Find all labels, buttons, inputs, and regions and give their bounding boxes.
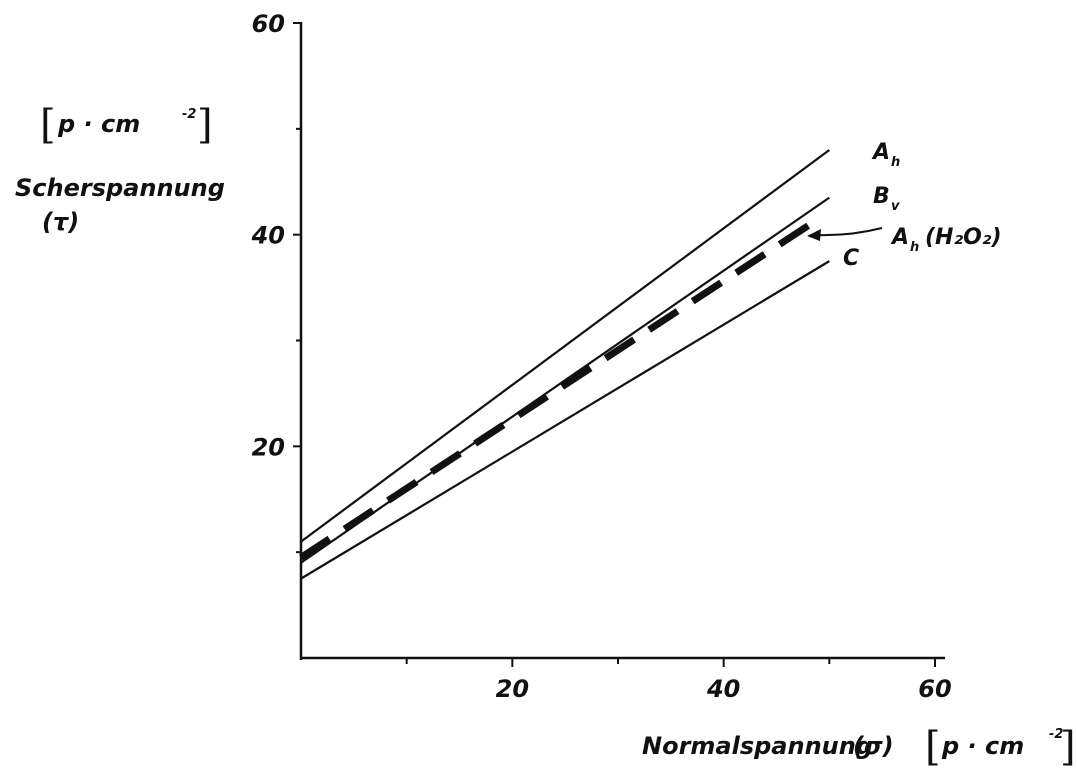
series-label-a-h: A h [871,140,900,170]
y-tick-label: 40 [251,222,285,250]
annotation-arrow-line [817,227,883,237]
series-label-suffix: (H₂O₂) [925,225,1002,250]
y-unit-base: p · cm [57,110,140,138]
series-label-b-v: B v [873,184,900,214]
series-line-2 [300,196,830,564]
x-axis-symbol: (σ) [853,732,894,760]
y-axis-title: Scherspannung [15,174,225,202]
x-tick-label: 60 [918,675,951,703]
series-lines [299,149,830,580]
y-axis-symbol: (τ) [42,208,79,236]
series-label-subscript: v [891,199,900,214]
x-tick-label: 20 [496,675,529,703]
series-label-a-h-h2o2: A h (H₂O₂) [890,225,1002,255]
x-axis-title: Normalspannung [642,732,873,760]
x-unit-exponent: -2 [1049,727,1063,742]
svg-text:[: [ [40,102,56,148]
series-label-subscript: h [891,155,900,170]
y-axis-unit: [ p · cm -2 ] [40,102,213,148]
svg-text:]: ] [197,102,213,148]
y-tick-label: 60 [252,10,285,38]
tick-marks [293,22,936,667]
svg-text:]: ] [1060,724,1076,770]
y-tick-label: 20 [252,433,285,461]
annotation-arrowhead [807,229,821,241]
series-label-subscript: h [910,240,919,255]
series-line-3 [299,215,821,561]
x-axis-title-group: Normalspannung (σ) [ p · cm -2 ] [642,724,1076,770]
series-label-c: C [843,246,859,271]
series-line-4 [300,260,830,580]
tick-labels: 20 40 60 20 40 60 [251,10,952,703]
y-unit-exponent: -2 [182,107,196,122]
svg-text:[: [ [925,724,941,770]
series-line-1 [300,149,830,543]
series-label-name: A [871,140,890,165]
x-unit-base: p · cm [941,732,1024,760]
series-label-name: C [843,246,859,271]
series-label-name: A [890,225,909,250]
x-tick-label: 40 [706,675,740,703]
series-label-name: B [873,184,890,209]
